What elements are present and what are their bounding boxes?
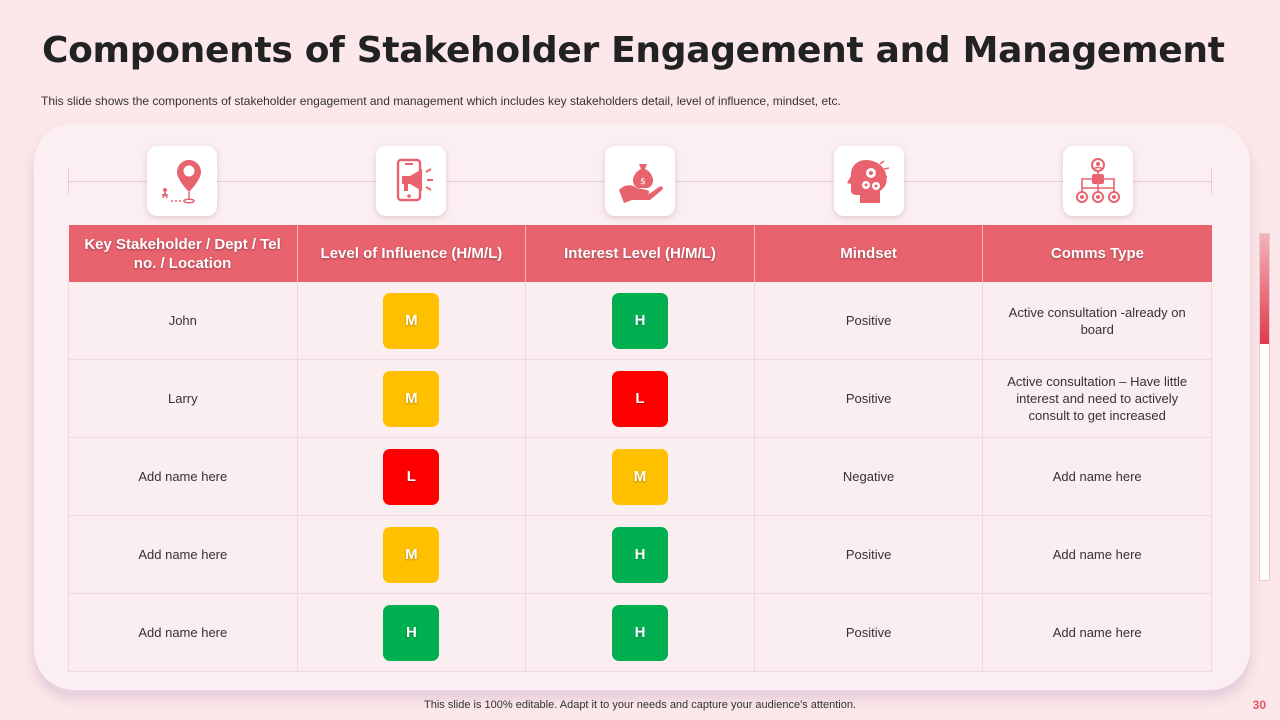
interest-badge: M xyxy=(611,448,668,505)
column-header-mindset: Mindset xyxy=(754,225,984,282)
mindset-cell: Positive xyxy=(754,359,984,438)
head-gears-icon xyxy=(834,146,904,216)
interest-badge: L xyxy=(611,370,668,427)
comms-cell: Active consultation -already on board xyxy=(982,282,1212,360)
interest-badge: H xyxy=(611,604,668,661)
stakeholder-table: Key Stakeholder / Dept / Tel no. / Locat… xyxy=(68,225,1212,672)
column-header-stakeholder: Key Stakeholder / Dept / Tel no. / Locat… xyxy=(68,225,298,282)
comms-cell: Add name here xyxy=(982,437,1212,516)
stakeholder-name: Larry xyxy=(68,359,298,438)
influence-badge: L xyxy=(383,448,440,505)
location-pin-icon xyxy=(147,146,217,216)
table-row: Add name here L M Negative Add name here xyxy=(68,437,1212,516)
stakeholder-name: John xyxy=(68,282,298,360)
stakeholder-name: Add name here xyxy=(68,437,298,516)
stakeholder-name: Add name here xyxy=(68,593,298,672)
footer-note: This slide is 100% editable. Adapt it to… xyxy=(424,699,856,711)
mobile-megaphone-icon xyxy=(376,146,446,216)
influence-badge: M xyxy=(383,370,440,427)
comms-cell: Add name here xyxy=(982,593,1212,672)
vertical-scrollbar[interactable] xyxy=(1259,233,1270,581)
influence-badge: M xyxy=(383,292,440,349)
mindset-cell: Positive xyxy=(754,515,984,594)
page-title: Components of Stakeholder Engagement and… xyxy=(42,30,1225,71)
comms-cell: Add name here xyxy=(982,515,1212,594)
page-subtitle: This slide shows the components of stake… xyxy=(41,94,841,108)
mindset-cell: Negative xyxy=(754,437,984,516)
mindset-cell: Positive xyxy=(754,593,984,672)
table-row: John M H Positive Active consultation -a… xyxy=(68,282,1212,360)
comms-cell: Active consultation – Have little intere… xyxy=(982,359,1212,438)
stakeholder-name: Add name here xyxy=(68,515,298,594)
svg-text:$: $ xyxy=(640,177,646,187)
table-row: Add name here M H Positive Add name here xyxy=(68,515,1212,594)
interest-badge: H xyxy=(611,526,668,583)
table-row: Larry M L Positive Active consultation –… xyxy=(68,359,1212,438)
interest-badge: H xyxy=(611,292,668,349)
connector-tick-right xyxy=(1211,168,1212,194)
influence-badge: M xyxy=(383,526,440,583)
influence-badge: H xyxy=(383,604,440,661)
money-bag-hand-icon: $ xyxy=(605,146,675,216)
table-header-row: Key Stakeholder / Dept / Tel no. / Locat… xyxy=(68,225,1212,282)
connector-tick-left xyxy=(68,168,69,194)
page-number: 30 xyxy=(1252,698,1266,712)
table-row: Add name here H H Positive Add name here xyxy=(68,593,1212,672)
network-hierarchy-icon xyxy=(1063,146,1133,216)
column-header-comms: Comms Type xyxy=(982,225,1212,282)
column-header-interest: Interest Level (H/M/L) xyxy=(525,225,755,282)
column-header-influence: Level of Influence (H/M/L) xyxy=(297,225,527,282)
mindset-cell: Positive xyxy=(754,282,984,360)
scrollbar-thumb[interactable] xyxy=(1260,234,1269,344)
